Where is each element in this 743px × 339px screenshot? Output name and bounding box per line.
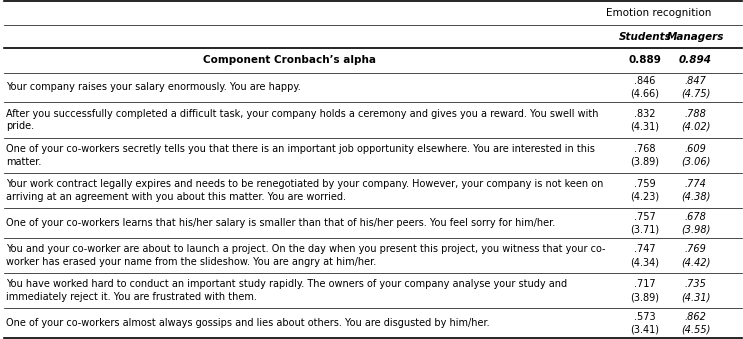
- Text: .747
(4.34): .747 (4.34): [630, 244, 660, 267]
- Text: .678
(3.98): .678 (3.98): [681, 212, 710, 235]
- Text: Managers: Managers: [666, 32, 724, 42]
- Text: You have worked hard to conduct an important study rapidly. The owners of your c: You have worked hard to conduct an impor…: [6, 279, 567, 302]
- Text: .757
(3.71): .757 (3.71): [630, 212, 660, 235]
- Text: .847
(4.75): .847 (4.75): [681, 76, 710, 99]
- Text: .832
(4.31): .832 (4.31): [630, 108, 660, 132]
- Text: .769
(4.42): .769 (4.42): [681, 244, 710, 267]
- Text: .759
(4.23): .759 (4.23): [630, 179, 660, 202]
- Text: One of your co-workers almost always gossips and lies about others. You are disg: One of your co-workers almost always gos…: [6, 318, 490, 328]
- Text: .735
(4.31): .735 (4.31): [681, 279, 710, 302]
- Text: .768
(3.89): .768 (3.89): [630, 144, 660, 167]
- Text: .717
(3.89): .717 (3.89): [630, 279, 660, 302]
- Text: After you successfully completed a difficult task, your company holds a ceremony: After you successfully completed a diffi…: [6, 108, 598, 132]
- Text: .862
(4.55): .862 (4.55): [681, 312, 710, 335]
- Text: One of your co-workers learns that his/her salary is smaller than that of his/he: One of your co-workers learns that his/h…: [6, 218, 555, 228]
- Text: Your work contract legally expires and needs to be renegotiated by your company.: Your work contract legally expires and n…: [6, 179, 603, 202]
- Text: One of your co-workers secretly tells you that there is an important job opportu: One of your co-workers secretly tells yo…: [6, 144, 595, 167]
- Text: .846
(4.66): .846 (4.66): [630, 76, 660, 99]
- Text: .774
(4.38): .774 (4.38): [681, 179, 710, 202]
- Text: Component Cronbach’s alpha: Component Cronbach’s alpha: [204, 55, 376, 65]
- Text: Emotion recognition: Emotion recognition: [606, 8, 712, 18]
- Text: .788
(4.02): .788 (4.02): [681, 108, 710, 132]
- Text: Your company raises your salary enormously. You are happy.: Your company raises your salary enormous…: [6, 82, 301, 93]
- Text: 0.894: 0.894: [679, 55, 712, 65]
- Text: 0.889: 0.889: [629, 55, 661, 65]
- Text: You and your co-worker are about to launch a project. On the day when you presen: You and your co-worker are about to laun…: [6, 244, 606, 267]
- Text: .573
(3.41): .573 (3.41): [630, 312, 660, 335]
- Text: .609
(3.06): .609 (3.06): [681, 144, 710, 167]
- Text: Students: Students: [619, 32, 671, 42]
